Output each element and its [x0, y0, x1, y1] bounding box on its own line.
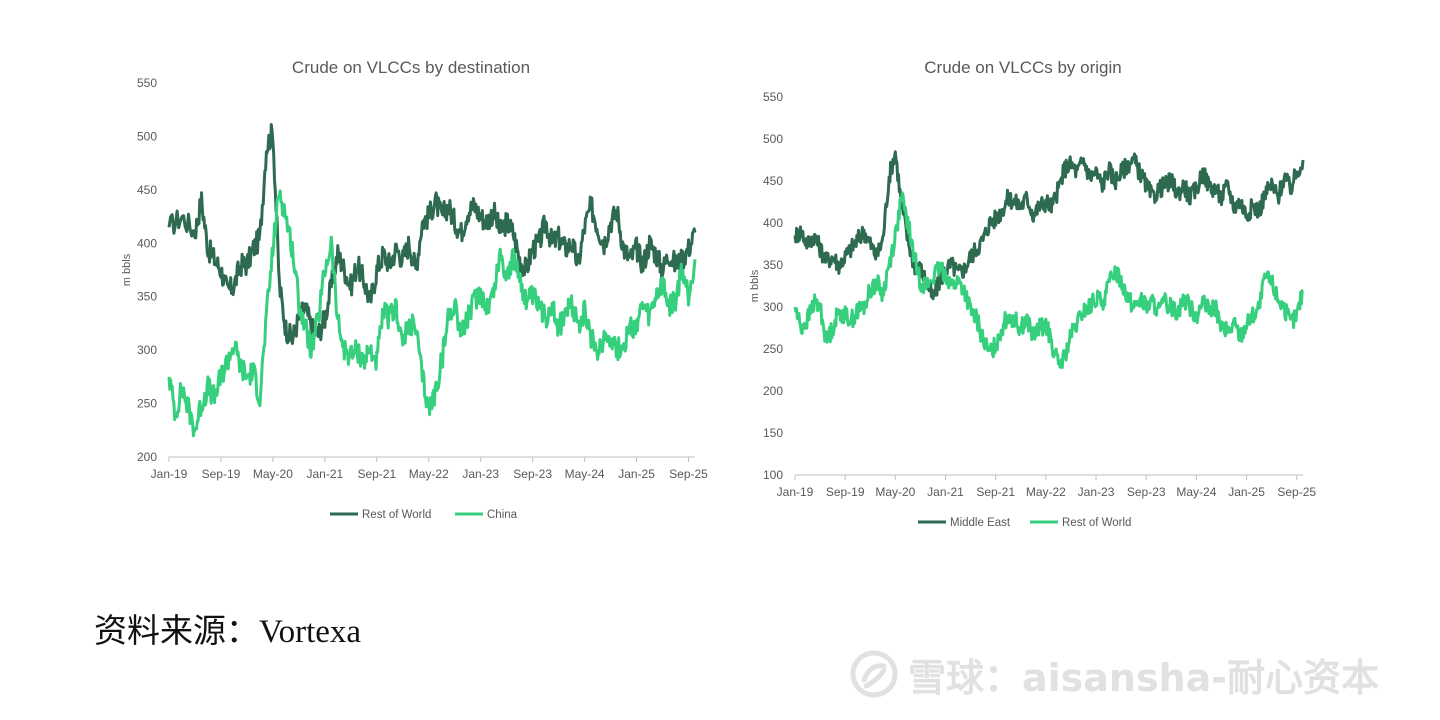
y-tick-label: 150	[763, 426, 783, 440]
x-tick-label: Jan-23	[1078, 485, 1115, 499]
series-line-middle-east	[793, 150, 1305, 301]
x-tick-label: Sep-19	[826, 485, 865, 499]
x-tick-label: May-24	[1176, 485, 1216, 499]
chart-2: Crude on VLCCs by origin m bbls 100 150 200 2…	[749, 58, 1316, 529]
legend-label: China	[487, 509, 518, 521]
y-tick-label: 250	[137, 397, 157, 411]
series-line-rest-of-world	[167, 123, 697, 345]
chart-1: Crude on VLCCs by destination m bbls 200 25…	[121, 58, 708, 521]
x-tick-label: Jan-21	[307, 467, 344, 481]
y-tick-label: 550	[137, 76, 157, 90]
x-tick-label: Jan-19	[777, 485, 814, 499]
x-tick-label: May-22	[1026, 485, 1066, 499]
legend-label: Rest of World	[362, 509, 431, 521]
y-tick-label: 100	[763, 468, 783, 482]
y-tick-label: 200	[763, 384, 783, 398]
watermark-text: 雪球：aisansha-耐心资本	[908, 655, 1380, 700]
y-tick-label: 400	[137, 236, 157, 250]
x-tick-label: May-20	[253, 467, 293, 481]
y-tick-label: 350	[137, 290, 157, 304]
y-tick-label: 300	[763, 300, 783, 314]
y-tick-label: 500	[137, 129, 157, 143]
source-note: 资料来源：Vortexa	[94, 604, 361, 652]
x-tick-label: May-22	[409, 467, 449, 481]
y-tick-label: 250	[763, 342, 783, 356]
series-line-china	[167, 189, 697, 438]
x-tick-label: May-20	[875, 485, 915, 499]
x-tick-label: Jan-21	[927, 485, 964, 499]
x-tick-label: Jan-23	[462, 467, 499, 481]
y-tick-label: 300	[137, 343, 157, 357]
x-tick-label: Jan-25	[618, 467, 655, 481]
x-tick-label: Sep-21	[357, 467, 396, 481]
y-tick-label: 200	[137, 450, 157, 464]
y-tick-label: 400	[763, 216, 783, 230]
y-tick-label: 350	[763, 258, 783, 272]
x-tick-label: Sep-25	[669, 467, 708, 481]
legend-label: Middle East	[950, 517, 1011, 529]
y-tick-label: 450	[763, 174, 783, 188]
x-tick-label: Sep-23	[1127, 485, 1166, 499]
legend-label: Rest of World	[1062, 517, 1131, 529]
y-tick-label: 550	[763, 90, 783, 104]
x-tick-label: Sep-19	[202, 467, 241, 481]
y-axis-label: m bbls	[749, 269, 761, 302]
x-tick-label: Sep-23	[513, 467, 552, 481]
x-tick-label: Jan-25	[1228, 485, 1265, 499]
x-tick-label: Jan-19	[151, 467, 188, 481]
y-axis-label: m bbls	[121, 253, 133, 286]
y-tick-label: 500	[763, 132, 783, 146]
charts-canvas: Crude on VLCCs by destination m bbls 200 25…	[121, 58, 1316, 529]
y-tick-label: 450	[137, 183, 157, 197]
source-value: Vortexa	[259, 614, 362, 650]
watermark: 雪球：aisansha-耐心资本	[850, 646, 1379, 702]
snowball-logo-icon	[850, 650, 898, 698]
source-label: 资料来源：	[94, 611, 259, 650]
x-tick-label: Sep-25	[1277, 485, 1316, 499]
x-tick-label: Sep-21	[976, 485, 1015, 499]
chart-title: Crude on VLCCs by destination	[292, 58, 530, 77]
series-line-rest-of-world	[793, 191, 1304, 370]
x-tick-label: May-24	[565, 467, 605, 481]
chart-title: Crude on VLCCs by origin	[924, 58, 1121, 77]
